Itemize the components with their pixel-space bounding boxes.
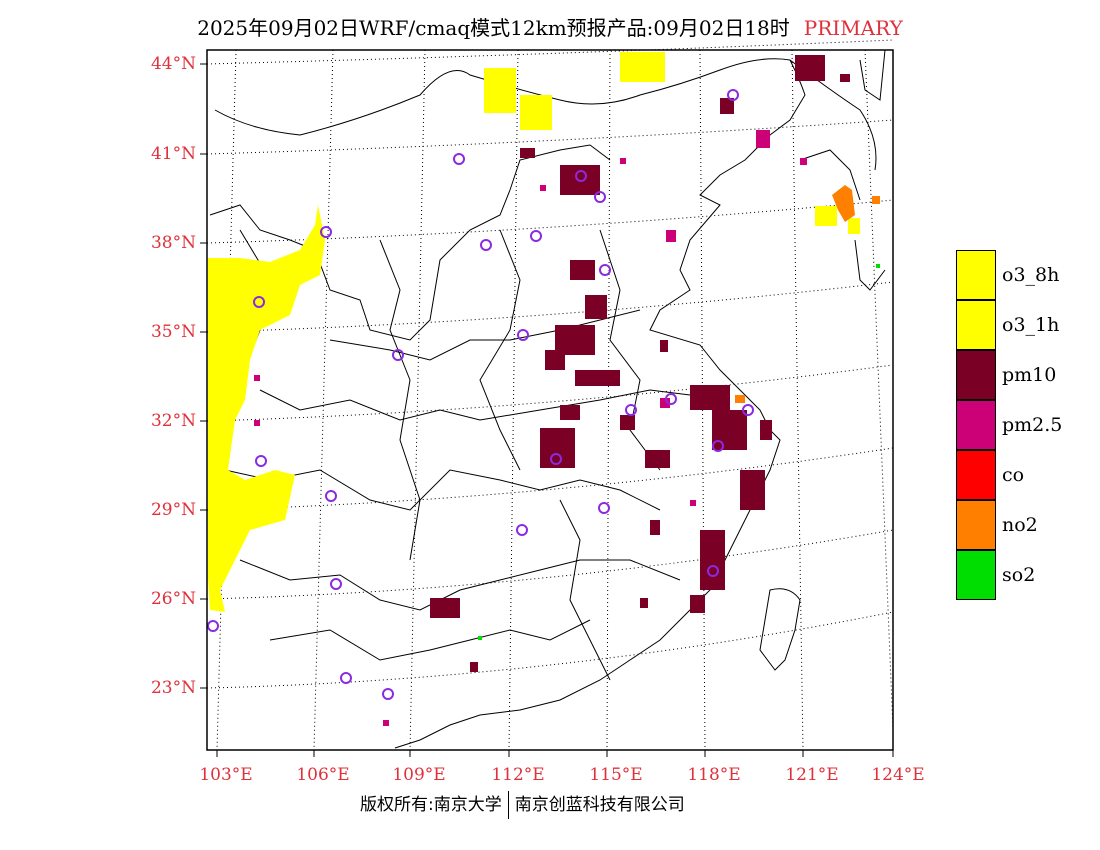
axis-ticks (200, 63, 894, 757)
primary-label: PRIMARY (803, 16, 903, 40)
lat-label-38: 38°N (150, 233, 196, 253)
lon-label-112: 112°E (491, 765, 545, 785)
lon-label-109: 109°E (392, 765, 446, 785)
lon-label-115: 115°E (589, 765, 643, 785)
longitude-gridlines (216, 49, 894, 751)
lat-label-44: 44°N (150, 54, 196, 74)
map-area (207, 50, 893, 750)
legend-label-no2: no2 (1002, 514, 1038, 536)
legend-label-co: co (1002, 464, 1025, 486)
legend-swatch-o3-1h (956, 300, 996, 350)
legend-swatch-co (956, 450, 996, 500)
copyright-right: 南京创蓝科技有限公司 (514, 795, 685, 815)
map-frame (206, 49, 894, 751)
lat-label-41: 41°N (150, 144, 196, 164)
map-title: 2025年09月02日WRF/cmaq模式12km预报产品:09月02日18时 P… (0, 12, 1100, 41)
lon-label-103: 103°E (199, 765, 253, 785)
legend-swatch-pm25 (956, 400, 996, 450)
legend-label-pm10: pm10 (1002, 364, 1057, 386)
legend-label-o3-8h: o3_8h (1002, 264, 1060, 286)
station-markers (207, 89, 754, 700)
footer-divider (507, 791, 509, 819)
legend-label-so2: so2 (1002, 564, 1036, 586)
lon-label-106: 106°E (296, 765, 350, 785)
copyright-footer: 版权所有:南京大学 南京创蓝科技有限公司 (360, 790, 685, 819)
legend-swatch-no2 (956, 500, 996, 550)
copyright-left: 版权所有:南京大学 (360, 795, 502, 815)
lon-label-124: 124°E (871, 765, 925, 785)
legend-swatch-so2 (956, 550, 996, 600)
lat-label-35: 35°N (150, 322, 196, 342)
lat-label-29: 29°N (150, 500, 196, 520)
latitude-gridlines (206, 39, 894, 689)
legend-swatch-pm10 (956, 350, 996, 400)
lat-label-32: 32°N (150, 411, 196, 431)
legend-swatch-o3-8h (956, 250, 996, 300)
lon-label-118: 118°E (687, 765, 741, 785)
title-text: 2025年09月02日WRF/cmaq模式12km预报产品:09月02日18时 (197, 16, 790, 40)
lat-label-23: 23°N (150, 678, 196, 698)
pollutant-cells (208, 52, 880, 726)
lat-label-26: 26°N (150, 589, 196, 609)
lon-label-121: 121°E (785, 765, 839, 785)
legend-label-pm25: pm2.5 (1002, 414, 1063, 436)
legend-label-o3-1h: o3_1h (1002, 314, 1060, 336)
